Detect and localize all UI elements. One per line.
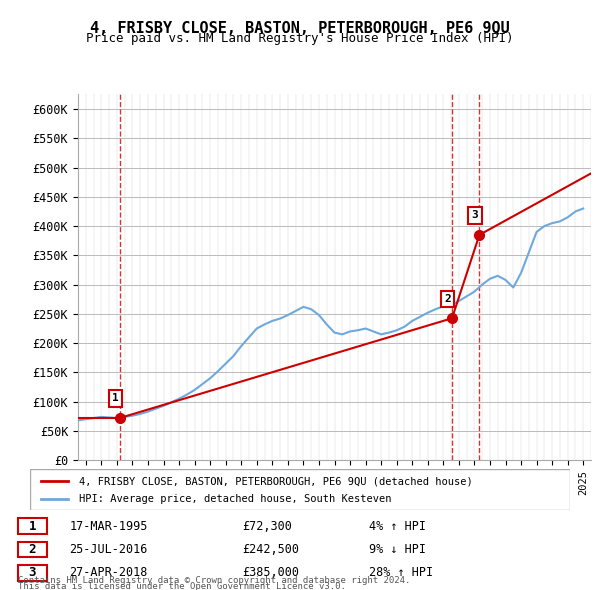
Text: 4% ↑ HPI: 4% ↑ HPI (369, 520, 426, 533)
Text: £242,500: £242,500 (242, 543, 299, 556)
Text: 9% ↓ HPI: 9% ↓ HPI (369, 543, 426, 556)
Text: Contains HM Land Registry data © Crown copyright and database right 2024.: Contains HM Land Registry data © Crown c… (18, 576, 410, 585)
Text: 25-JUL-2016: 25-JUL-2016 (70, 543, 148, 556)
Text: 28% ↑ HPI: 28% ↑ HPI (369, 566, 433, 579)
Text: This data is licensed under the Open Government Licence v3.0.: This data is licensed under the Open Gov… (18, 582, 346, 590)
Text: Price paid vs. HM Land Registry's House Price Index (HPI): Price paid vs. HM Land Registry's House … (86, 32, 514, 45)
Text: 2: 2 (28, 543, 36, 556)
Text: 17-MAR-1995: 17-MAR-1995 (70, 520, 148, 533)
Text: 3: 3 (472, 211, 478, 221)
FancyBboxPatch shape (18, 518, 47, 534)
Text: £72,300: £72,300 (242, 520, 292, 533)
Text: 4, FRISBY CLOSE, BASTON, PETERBOROUGH, PE6 9QU: 4, FRISBY CLOSE, BASTON, PETERBOROUGH, P… (90, 21, 510, 35)
Text: 2: 2 (444, 294, 451, 304)
Text: 1: 1 (112, 394, 119, 404)
Text: 27-APR-2018: 27-APR-2018 (70, 566, 148, 579)
Text: £385,000: £385,000 (242, 566, 299, 579)
Text: 1: 1 (28, 520, 36, 533)
Text: 3: 3 (28, 566, 36, 579)
Text: HPI: Average price, detached house, South Kesteven: HPI: Average price, detached house, Sout… (79, 494, 391, 504)
Text: 4, FRISBY CLOSE, BASTON, PETERBOROUGH, PE6 9QU (detached house): 4, FRISBY CLOSE, BASTON, PETERBOROUGH, P… (79, 477, 472, 486)
FancyBboxPatch shape (18, 542, 47, 557)
FancyBboxPatch shape (18, 565, 47, 581)
FancyBboxPatch shape (30, 469, 570, 510)
